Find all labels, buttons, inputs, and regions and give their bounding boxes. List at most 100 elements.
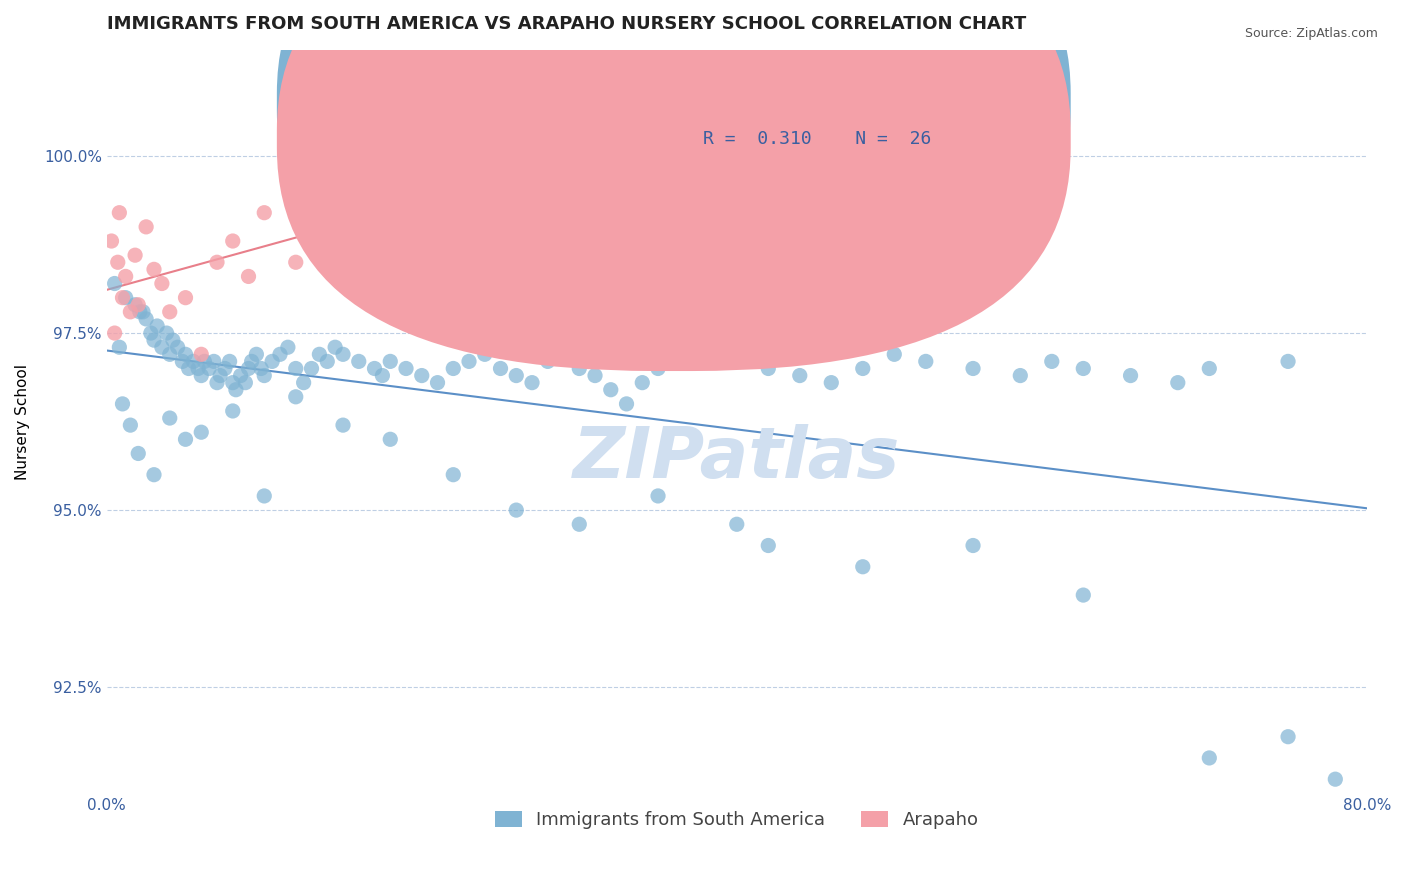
Text: ZIPatlas: ZIPatlas [574, 425, 900, 493]
Point [962, 361, 984, 376]
Point [647, 113, 669, 128]
Point [172, 354, 194, 368]
Point [789, 368, 811, 383]
Point [174, 347, 197, 361]
Point [380, 432, 402, 446]
Point [568, 361, 591, 376]
Point [114, 291, 136, 305]
Point [332, 418, 354, 433]
Text: R =  0.310    N =  26: R = 0.310 N = 26 [703, 130, 931, 148]
Point [238, 269, 260, 284]
Point [308, 347, 330, 361]
Text: R = -0.026    N = 107: R = -0.026 N = 107 [703, 93, 931, 111]
Point [852, 361, 875, 376]
Point [202, 354, 225, 368]
Point [222, 404, 245, 418]
Point [155, 326, 177, 340]
Point [616, 397, 638, 411]
Point [240, 354, 263, 368]
Point [162, 333, 184, 347]
Point [190, 368, 212, 383]
Point [104, 277, 127, 291]
Point [1277, 354, 1299, 368]
Point [316, 354, 339, 368]
Point [108, 205, 131, 219]
Point [505, 368, 527, 383]
Point [174, 291, 197, 305]
Point [725, 354, 748, 368]
Point [380, 354, 402, 368]
Point [146, 318, 169, 333]
Point [1040, 354, 1063, 368]
Point [245, 347, 267, 361]
Point [1198, 361, 1220, 376]
Point [218, 354, 240, 368]
Point [198, 361, 221, 376]
Point [537, 354, 560, 368]
Point [100, 234, 122, 248]
Point [159, 305, 181, 319]
Point [111, 291, 134, 305]
Point [127, 298, 149, 312]
Point [1071, 361, 1094, 376]
Point [159, 411, 181, 425]
Point [599, 383, 621, 397]
Point [277, 340, 299, 354]
Point [537, 185, 560, 199]
Point [235, 376, 257, 390]
Point [914, 354, 936, 368]
Point [489, 361, 512, 376]
Point [124, 298, 146, 312]
Point [143, 262, 166, 277]
Point [883, 347, 905, 361]
Point [174, 432, 197, 446]
Point [104, 326, 127, 340]
Point [962, 539, 984, 553]
Point [1277, 730, 1299, 744]
Point [187, 361, 209, 376]
Point [150, 340, 173, 354]
Point [159, 347, 181, 361]
Point [114, 269, 136, 284]
Point [269, 347, 291, 361]
Point [127, 446, 149, 460]
Point [132, 305, 155, 319]
FancyBboxPatch shape [277, 0, 1071, 334]
Point [1119, 368, 1142, 383]
Point [1167, 376, 1189, 390]
Point [441, 135, 464, 149]
Point [804, 92, 827, 106]
Point [139, 326, 162, 340]
Point [347, 354, 370, 368]
Point [124, 248, 146, 262]
Point [205, 376, 228, 390]
Point [1198, 751, 1220, 765]
Point [107, 255, 129, 269]
Point [363, 361, 385, 376]
Point [1010, 368, 1032, 383]
Point [292, 376, 315, 390]
Point [128, 305, 150, 319]
Point [1324, 772, 1347, 787]
Point [284, 255, 307, 269]
Point [166, 340, 188, 354]
Point [411, 368, 433, 383]
Point [214, 361, 236, 376]
Point [135, 219, 157, 234]
Point [262, 354, 284, 368]
Point [458, 354, 481, 368]
Point [631, 376, 654, 390]
Point [647, 361, 669, 376]
Point [250, 361, 273, 376]
Point [441, 467, 464, 482]
Text: IMMIGRANTS FROM SOUTH AMERICA VS ARAPAHO NURSERY SCHOOL CORRELATION CHART: IMMIGRANTS FROM SOUTH AMERICA VS ARAPAHO… [107, 15, 1026, 33]
Point [301, 361, 323, 376]
Point [229, 368, 252, 383]
Point [505, 503, 527, 517]
Point [135, 312, 157, 326]
Y-axis label: Nursery School: Nursery School [15, 364, 30, 480]
Point [253, 489, 276, 503]
Point [253, 205, 276, 219]
Point [222, 234, 245, 248]
Point [183, 354, 205, 368]
